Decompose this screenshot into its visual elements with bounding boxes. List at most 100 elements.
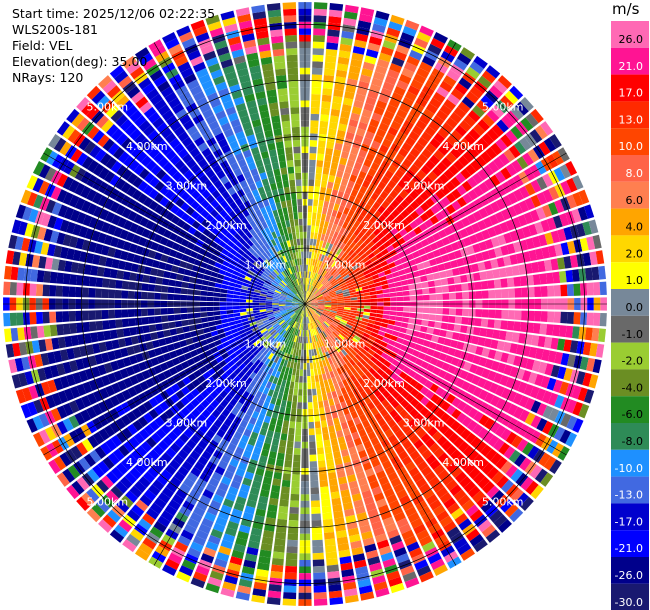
gate-cell [378, 93, 390, 104]
gate-cell [535, 207, 546, 220]
gate-cell [330, 278, 337, 284]
gate-cell [316, 295, 324, 299]
gate-cell [505, 219, 516, 231]
gate-cell [337, 219, 345, 227]
gate-cell [379, 144, 389, 154]
gate-cell [317, 206, 323, 214]
gate-cell [330, 491, 341, 500]
gate-cell [359, 413, 368, 423]
gate-cell [479, 271, 488, 281]
gate-cell [359, 242, 367, 250]
gate-cell [560, 284, 568, 297]
gate-cell [213, 297, 220, 302]
gate-cell [396, 264, 404, 271]
gate-cell [323, 330, 329, 337]
gate-cell [505, 163, 518, 177]
gate-cell [467, 282, 476, 291]
gate-cell [463, 480, 476, 494]
gate-cell [343, 17, 357, 27]
gate-cell [55, 285, 63, 297]
gate-cell [331, 189, 339, 197]
gate-cell [363, 308, 371, 313]
gate-cell [181, 319, 189, 327]
gate-cell [403, 61, 418, 73]
gate-cell [386, 355, 395, 364]
gate-cell [328, 121, 338, 130]
gate-cell [524, 197, 536, 211]
gate-cell [355, 176, 364, 186]
gate-cell [372, 23, 386, 33]
gate-cell [341, 104, 352, 113]
gate-cell [305, 330, 308, 337]
gate-cell [364, 468, 375, 478]
gate-cell [521, 287, 529, 298]
gate-cell [329, 431, 337, 440]
gate-cell [327, 222, 334, 230]
gate-cell [541, 349, 551, 362]
gate-cell [375, 498, 388, 508]
gate-cell [420, 361, 430, 370]
gate-cell [391, 439, 402, 450]
gate-cell [330, 294, 337, 298]
gate-cell [62, 323, 71, 335]
gate-cell [417, 352, 427, 361]
gate-cell [391, 381, 400, 390]
gate-cell [509, 366, 519, 378]
gate-cell [540, 472, 554, 487]
gate-cell [169, 328, 178, 336]
gate-cell [341, 330, 349, 336]
gate-cell [404, 403, 415, 414]
gate-cell [386, 385, 396, 395]
gate-cell [415, 313, 423, 319]
gate-cell [445, 152, 457, 164]
gate-cell [390, 306, 397, 311]
gate-cell [441, 254, 450, 263]
gate-cell [342, 236, 350, 245]
gate-cell [356, 408, 365, 417]
gate-cell [407, 323, 415, 330]
gate-cell [307, 284, 310, 292]
gate-cell [311, 301, 319, 304]
gate-cell [147, 284, 156, 292]
gate-cell [341, 349, 348, 356]
gate-cell [307, 309, 312, 316]
gate-cell [140, 308, 148, 317]
gate-cell [350, 251, 358, 259]
gate-cell [379, 454, 389, 464]
gate-cell [306, 362, 310, 370]
gate-cell [360, 7, 375, 17]
gate-cell [383, 297, 391, 302]
gate-cell [449, 223, 459, 233]
gate-cell [494, 350, 503, 361]
gate-cell [369, 291, 377, 296]
gate-cell [466, 326, 475, 335]
gate-cell [353, 220, 361, 229]
gate-cell [473, 539, 488, 553]
gate-cell [350, 396, 358, 405]
gate-cell [500, 245, 510, 256]
gate-cell [370, 356, 378, 364]
gate-cell [330, 244, 337, 252]
gate-cell [435, 307, 443, 315]
gate-cell [367, 241, 375, 249]
gate-cell [441, 362, 451, 372]
gate-cell [156, 269, 165, 278]
gate-cell [525, 480, 539, 495]
gate-cell [311, 87, 322, 95]
gate-cell [347, 71, 360, 81]
gate-cell [349, 225, 357, 234]
gate-cell [420, 131, 433, 143]
gate-cell [335, 69, 348, 78]
gate-cell [377, 271, 386, 278]
gate-cell [307, 389, 312, 396]
gate-cell [432, 115, 445, 127]
gate-cell [316, 387, 322, 396]
gate-cell [553, 284, 561, 297]
gate-cell [296, 408, 302, 416]
gate-cell [393, 511, 406, 522]
gate-cell [364, 387, 373, 396]
gate-cell [487, 349, 497, 360]
gate-cell [579, 356, 589, 371]
gate-cell [446, 526, 461, 539]
gate-cell [305, 297, 307, 304]
